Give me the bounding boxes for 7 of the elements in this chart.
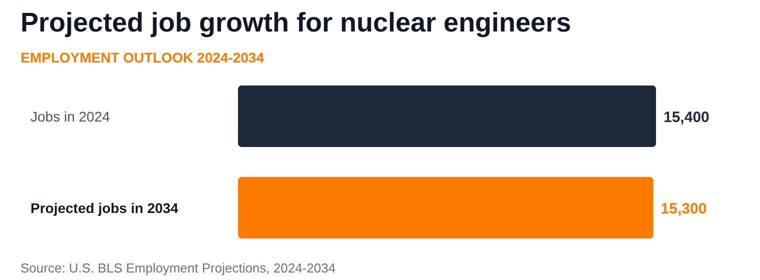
y-tick-label: Jobs in 2024: [30, 108, 110, 124]
data-label: 15,400: [664, 108, 710, 126]
y-tick-label: Projected jobs in 2034: [30, 200, 179, 216]
source-note: Source: U.S. BLS Employment Projections, 2024-2034: [20, 260, 336, 276]
chart-subtitle: EMPLOYMENT OUTLOOK 2024-2034: [20, 50, 264, 66]
chart-title: Projected job growth for nuclear engineers: [20, 8, 572, 38]
data-label: 15,300: [660, 200, 707, 218]
